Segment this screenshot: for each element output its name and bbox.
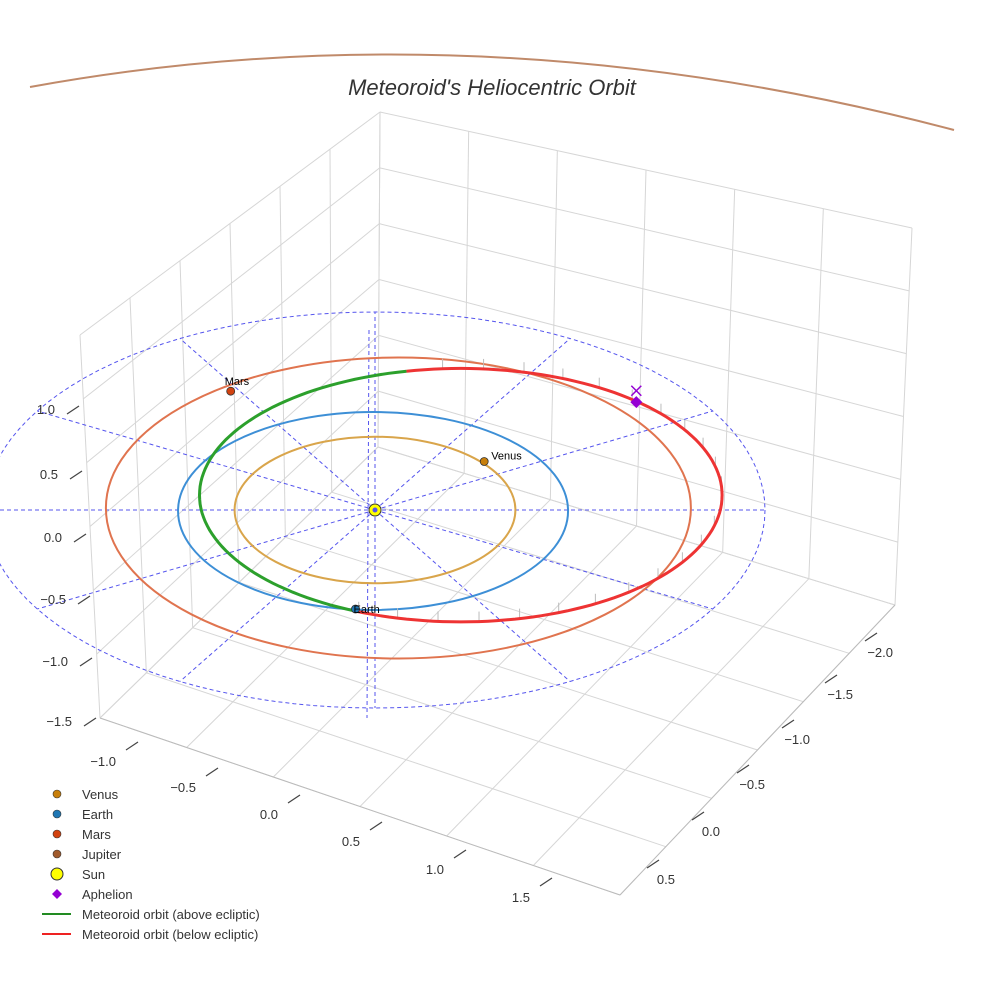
earth-marker: [351, 604, 360, 614]
grid-line: [619, 604, 896, 896]
grid-line: [378, 334, 901, 480]
y-tick-mark: [736, 764, 750, 774]
grid-line: [99, 717, 621, 896]
grid-line: [89, 279, 380, 527]
z-tick-mark: [83, 717, 97, 727]
z-tick-label: 1.0: [37, 402, 55, 417]
grid-line: [377, 446, 896, 606]
y-tick-mark: [864, 632, 878, 642]
reference-circle: [0, 311, 766, 709]
grid-line: [808, 208, 824, 579]
radial-line: [179, 509, 376, 682]
axes-grid: [79, 111, 913, 896]
y-tick-mark: [781, 719, 795, 729]
radial-line: [374, 338, 571, 511]
vertical-reference-line: [366, 329, 370, 719]
x-tick-label: 0.5: [342, 834, 360, 849]
x-tick-mark: [539, 877, 553, 887]
x-tick-label: 1.0: [426, 862, 444, 877]
earth-orbit: [177, 410, 570, 611]
y-tick-mark: [824, 674, 838, 684]
aphelion-x-marker: [630, 385, 642, 397]
earth-label: Earth: [354, 604, 380, 616]
mars-orbit: [104, 356, 692, 660]
x-tick-mark: [369, 821, 383, 831]
y-tick-label: 0.5: [657, 872, 675, 887]
x-tick-label: 0.0: [260, 807, 278, 822]
legend-label: Jupiter: [82, 847, 122, 862]
z-tick-label: −1.5: [46, 714, 72, 729]
x-tick-mark: [453, 849, 467, 859]
legend-dot-icon: [52, 849, 62, 859]
grid-line: [378, 279, 904, 417]
z-tick-mark: [69, 470, 83, 480]
y-tick-label: −0.5: [739, 777, 765, 792]
grid-line: [93, 334, 379, 591]
sun-center: [372, 507, 378, 513]
legend-dot-icon: [52, 789, 62, 799]
x-tick-mark: [125, 741, 139, 751]
legend-label: Aphelion: [82, 887, 133, 902]
grid-line: [446, 551, 724, 837]
grid-line: [377, 111, 381, 448]
radial-line: [374, 410, 713, 511]
z-tick-label: 0.5: [40, 467, 58, 482]
legend-sun-icon: [50, 867, 64, 881]
legend: Venus Earth Mars Jupiter Sun Aphelion Meteoroi…: [42, 787, 260, 942]
legend-label: Mars: [82, 827, 111, 842]
z-tick-mark: [79, 657, 93, 667]
tick-labels: 1.0 0.5 0.0 −0.5 −1.0 −1.5 −1.0 −0.5 0.0 0.5 1.0 1.…: [37, 402, 893, 905]
legend-label: Earth: [82, 807, 113, 822]
meteoroid-orbit-above: [197, 369, 407, 613]
x-tick-mark: [205, 767, 219, 777]
grid-line: [359, 525, 637, 807]
grid-line: [285, 536, 804, 703]
x-tick-mark: [287, 794, 301, 804]
y-tick-label: −1.5: [827, 687, 853, 702]
z-tick-label: 0.0: [44, 530, 62, 545]
z-tick-mark: [73, 533, 87, 543]
grid-line: [722, 189, 736, 553]
x-tick-label: −1.0: [90, 754, 116, 769]
mars-marker: [226, 386, 236, 396]
x-tick-label: −0.5: [170, 780, 196, 795]
y-tick-label: −2.0: [867, 645, 893, 660]
x-tick-label: 1.5: [512, 890, 530, 905]
y-tick-mark: [691, 811, 705, 821]
venus-label: Venus: [491, 450, 522, 462]
legend-label: Meteoroid orbit (above ecliptic): [82, 907, 260, 922]
y-tick-label: 0.0: [702, 824, 720, 839]
grid-line: [894, 227, 913, 606]
z-tick-label: −1.0: [42, 654, 68, 669]
planet-orbits: [104, 356, 692, 660]
legend-dot-icon: [52, 829, 62, 839]
legend-dot-icon: [52, 809, 62, 819]
jupiter-orbit: [29, 53, 955, 131]
y-tick-label: −1.0: [784, 732, 810, 747]
z-tick-label: −0.5: [40, 592, 66, 607]
grid-line: [532, 578, 810, 866]
grid-line: [279, 186, 286, 538]
meteoroid-orbit-below: [354, 366, 724, 624]
legend-label: Venus: [82, 787, 119, 802]
venus-marker: [479, 457, 489, 466]
mars-label: Mars: [225, 376, 250, 388]
z-tick-mark: [66, 405, 80, 415]
radial-line: [37, 509, 376, 610]
meteoroid-orbit: [197, 358, 724, 624]
legend-diamond-icon: [52, 889, 62, 899]
venus-orbit: [233, 435, 517, 585]
aphelion-diamond: [630, 396, 643, 409]
grid-line: [378, 390, 898, 543]
legend-label: Sun: [82, 867, 105, 882]
chart-title: Meteoroid's Heliocentric Orbit: [348, 75, 637, 100]
bodies: Venus Earth Mars: [225, 376, 643, 616]
y-tick-mark: [646, 859, 660, 869]
z-tick-mark: [77, 595, 91, 605]
legend-label: Meteoroid orbit (below ecliptic): [82, 927, 258, 942]
